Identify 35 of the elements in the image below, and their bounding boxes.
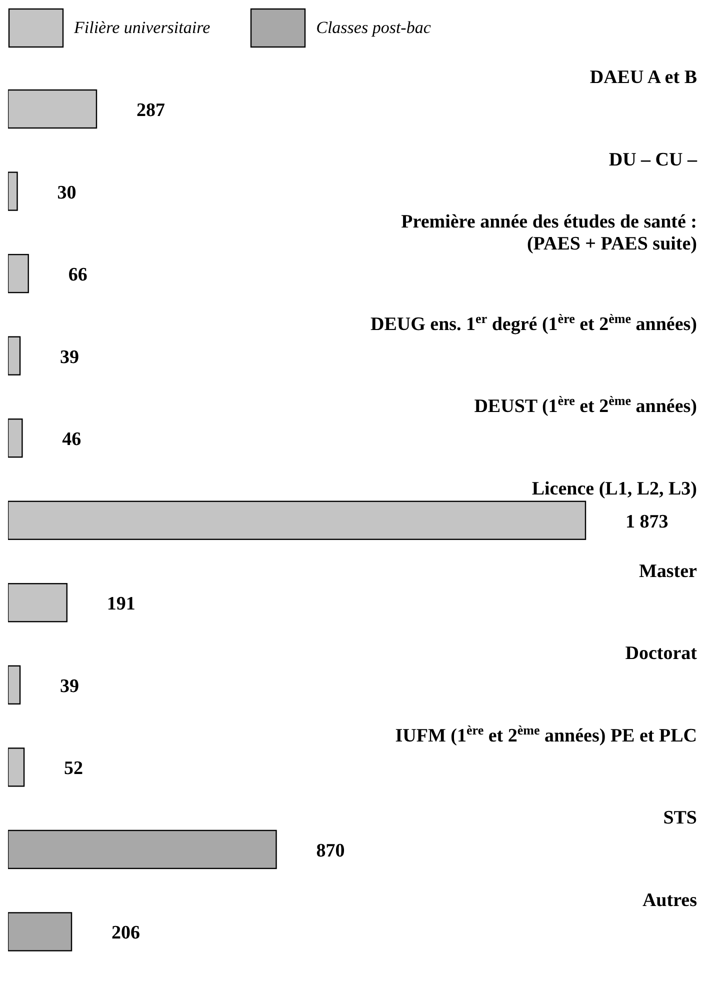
data-label: 46 [62,429,82,450]
bar [8,748,25,787]
data-label: 1 873 [626,511,668,532]
data-label: 66 [68,264,88,286]
bar [8,336,21,376]
bar [8,89,98,129]
y-tick-label: Master [638,560,698,582]
y-tick-label: DAEU A et B [590,67,698,88]
data-label: 30 [57,182,76,204]
bar [8,500,586,540]
bar [8,912,72,952]
data-label: 206 [112,922,140,944]
data-label: 191 [106,594,136,615]
y-tick-label: DEUST (1$^{ère}$ et 2$^{ème}$ années) [474,392,697,418]
y-tick-label: Autres [642,890,697,911]
y-tick-label: STS [663,808,697,829]
bar [8,830,277,870]
y-tick-label: DEUG ens. 1$^{er}$ degré (1$^{ère}$ et 2$^{ème}$ années) [370,310,697,335]
legend-label: Classes post-bac [316,18,431,38]
y-tick-label: Doctorat [625,643,698,664]
bar [8,172,18,211]
data-label: 287 [136,100,166,121]
bar [8,665,21,705]
data-label: 39 [60,346,80,368]
y-tick-label: Licence (L1, L2, L3) [532,478,697,500]
y-tick-label: IUFM (1$^{ère}$ et 2$^{ème}$ années) PE et PLC [395,722,697,746]
y-tick-label: DU – CU – [608,149,698,170]
bar [8,254,29,294]
y-tick-label: Première année des études de santé : (PAES + PAES suite) [401,212,697,255]
data-label: 39 [60,676,80,697]
bar [8,418,23,458]
data-label: 870 [316,840,345,862]
bar [8,583,68,622]
legend-label: Filière universitaire [74,18,210,38]
data-label: 52 [64,758,84,780]
